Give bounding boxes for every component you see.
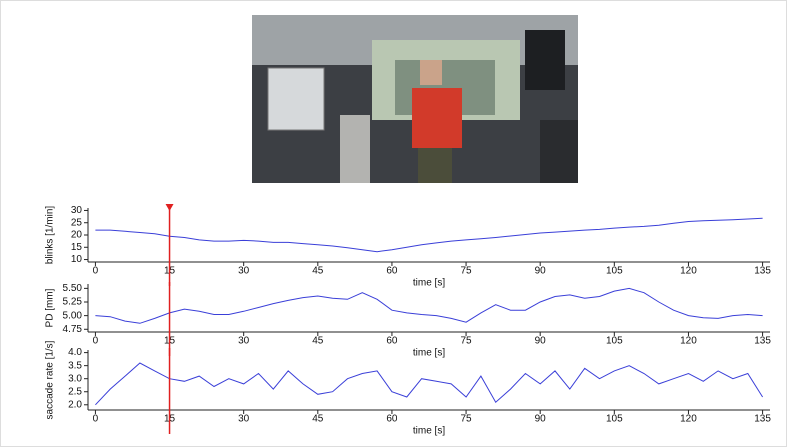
x-tick-label: 90 [535, 414, 547, 425]
y-tick-label: 30 [71, 205, 83, 216]
x-tick-label: 135 [754, 266, 771, 277]
x-tick-label: 45 [312, 336, 324, 347]
y-tick-label: 5.25 [63, 297, 83, 308]
x-tick-label: 120 [680, 414, 697, 425]
y-axis-label: PD [mm] [45, 288, 56, 327]
y-tick-label: 2.5 [68, 386, 82, 397]
y-tick-label: 20 [71, 230, 83, 241]
x-tick-label: 60 [386, 266, 398, 277]
x-tick-label: 30 [238, 266, 250, 277]
figure: 10152025300153045607590105120135time [s]… [0, 0, 787, 447]
x-tick-label: 105 [606, 336, 623, 347]
x-tick-label: 90 [535, 266, 547, 277]
x-tick-label: 45 [312, 414, 324, 425]
chart: 10152025300153045607590105120135time [s]… [0, 0, 787, 447]
y-tick-label: 3.0 [68, 373, 82, 384]
y-tick-label: 15 [71, 242, 83, 253]
x-tick-label: 75 [461, 266, 473, 277]
y-axis-label: saccade rate [1/s] [45, 340, 56, 419]
photo [252, 15, 578, 183]
x-tick-label: 0 [93, 336, 99, 347]
x-axis-label: time [s] [413, 348, 445, 359]
x-tick-label: 120 [680, 336, 697, 347]
y-axis-label: blinks [1/min] [45, 206, 56, 265]
x-tick-label: 0 [93, 266, 99, 277]
x-tick-label: 75 [461, 336, 473, 347]
x-tick-label: 105 [606, 414, 623, 425]
x-tick-label: 135 [754, 414, 771, 425]
y-tick-label: 3.5 [68, 360, 82, 371]
x-tick-label: 45 [312, 266, 324, 277]
y-tick-label: 4.75 [63, 324, 83, 335]
x-tick-label: 30 [238, 336, 250, 347]
x-tick-label: 75 [461, 414, 473, 425]
x-tick-label: 90 [535, 336, 547, 347]
y-tick-label: 2.0 [68, 399, 82, 410]
x-tick-label: 60 [386, 414, 398, 425]
y-tick-label: 4.0 [68, 347, 82, 358]
y-tick-label: 10 [71, 254, 83, 265]
y-tick-label: 5.00 [63, 310, 83, 321]
x-tick-label: 0 [93, 414, 99, 425]
x-axis-label: time [s] [413, 426, 445, 437]
y-tick-label: 5.50 [63, 283, 83, 294]
x-tick-label: 135 [754, 336, 771, 347]
y-tick-label: 25 [71, 217, 83, 228]
x-tick-label: 120 [680, 266, 697, 277]
x-tick-label: 105 [606, 266, 623, 277]
x-tick-label: 30 [238, 414, 250, 425]
x-axis-label: time [s] [413, 278, 445, 289]
x-tick-label: 60 [386, 336, 398, 347]
